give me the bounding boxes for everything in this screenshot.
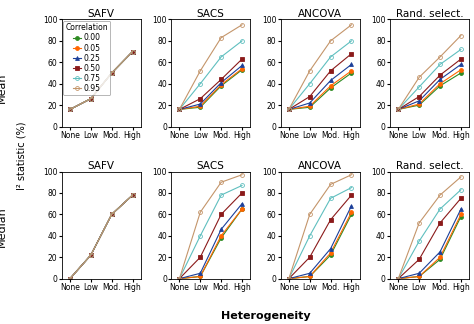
Text: Mean: Mean (0, 72, 8, 103)
Title: Rand. select.: Rand. select. (396, 9, 464, 19)
Title: SACS: SACS (197, 161, 225, 171)
Title: SAFV: SAFV (88, 9, 115, 19)
Title: SACS: SACS (197, 9, 225, 19)
Text: I² statistic (%): I² statistic (%) (16, 121, 27, 190)
Title: SAFV: SAFV (88, 161, 115, 171)
Title: ANCOVA: ANCOVA (298, 9, 342, 19)
Text: Heterogeneity: Heterogeneity (220, 311, 310, 321)
Title: Rand. select.: Rand. select. (396, 161, 464, 171)
Text: Median: Median (0, 206, 8, 247)
Legend: 0.00, 0.05, 0.25, 0.50, 0.75, 0.95: 0.00, 0.05, 0.25, 0.50, 0.75, 0.95 (63, 21, 110, 96)
Title: ANCOVA: ANCOVA (298, 161, 342, 171)
